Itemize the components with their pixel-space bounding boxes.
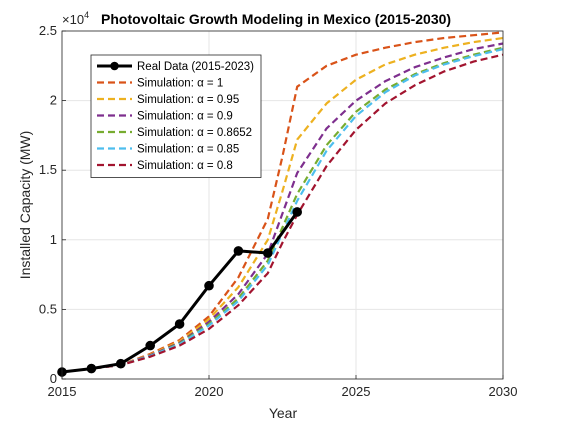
y-tick-label: 0.5	[39, 301, 57, 316]
legend-label: Simulation: α = 1	[137, 78, 223, 90]
y-tick-label: 2.5	[39, 23, 57, 38]
x-tick-label: 2020	[195, 384, 224, 399]
y-tick-label: 2	[50, 93, 57, 108]
x-axis-label: Year	[269, 405, 298, 421]
x-tick-label: 2030	[489, 384, 518, 399]
series-layer	[57, 31, 504, 377]
x-tick-label: 2025	[342, 384, 371, 399]
legend-label: Simulation: α = 0.8	[137, 160, 233, 172]
real-data-point	[204, 280, 214, 291]
legend-label: Simulation: α = 0.95	[137, 94, 239, 106]
chart-title: Photovoltaic Growth Modeling in Mexico (…	[101, 11, 451, 27]
plot-frame	[61, 30, 504, 380]
real-data-point	[86, 363, 97, 374]
legend-label: Real Data (2015-2023)	[137, 61, 254, 73]
legend-label: Simulation: α = 0.9	[137, 111, 233, 123]
y-tick-label: 1	[50, 232, 57, 247]
real-data-point	[174, 319, 185, 329]
ticks: 2015 2020 2025 2030 0 0.5 1 1.5 2 2.5	[39, 23, 518, 399]
real-data-point	[263, 248, 273, 258]
legend: Real Data (2015-2023) Simulation: α = 1 Si…	[90, 54, 262, 178]
legend-label: Simulation: α = 0.8652	[137, 127, 252, 139]
y-tick-label: 1.5	[39, 162, 57, 177]
real-data-point	[292, 207, 303, 217]
x-tick-label: 2015	[48, 384, 77, 399]
legend-label: Simulation: α = 0.85	[137, 144, 239, 156]
real-data-point	[233, 246, 244, 256]
real-data-point	[116, 358, 126, 369]
legend-marker	[110, 61, 119, 71]
real-data-point	[145, 340, 155, 351]
y-exponent: ×104	[62, 10, 89, 27]
y-tick-label: 0	[50, 371, 57, 386]
simulation-line-6	[61, 53, 504, 374]
y-axis-label: Installed Capacity (MW)	[17, 131, 33, 280]
